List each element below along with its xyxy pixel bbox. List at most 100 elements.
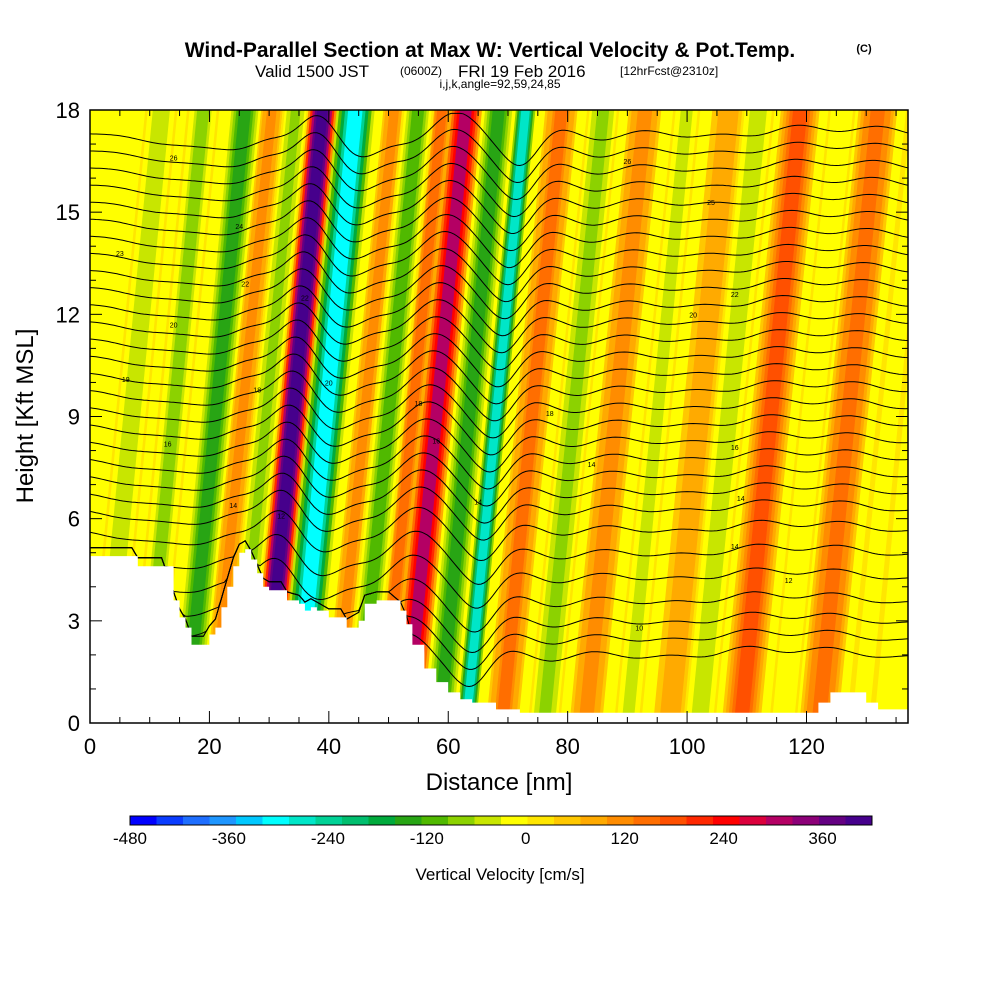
y-axis-label: Height [Kft MSL] xyxy=(12,329,39,504)
colorbar-swatch xyxy=(236,816,263,825)
colorbar-swatch xyxy=(315,816,343,825)
y-tick-label: 9 xyxy=(68,405,80,430)
isentrope-label-20: 26 xyxy=(624,159,632,166)
colorbar-swatch xyxy=(660,816,687,825)
x-axis-label: Distance [nm] xyxy=(426,769,573,796)
chart-title-tag: (C) xyxy=(856,43,872,55)
isentrope-18 xyxy=(90,299,908,354)
colorbar-tick-label: -480 xyxy=(113,829,147,848)
colorbar-swatch xyxy=(183,816,210,825)
isentrope-label-15: 18 xyxy=(546,411,554,418)
colorbar-swatch xyxy=(713,816,740,825)
w-band-1-level-3 xyxy=(849,116,908,723)
x-tick-label: 40 xyxy=(317,734,341,759)
w-band-15-level-5 xyxy=(734,110,808,723)
colorbar-swatch xyxy=(156,816,184,825)
isentrope-label-3: 22 xyxy=(241,282,249,289)
isentrope-label-17: 20 xyxy=(689,312,697,319)
isentrope-label-4: 20 xyxy=(170,323,178,330)
isentrope-label-0: 26 xyxy=(170,156,178,163)
isentrope-label-1: 24 xyxy=(235,224,243,231)
colorbar-swatch xyxy=(130,816,157,825)
isentrope-label-11: 20 xyxy=(325,380,333,387)
w-band-2-level-5 xyxy=(207,110,277,723)
isentrope-22 xyxy=(90,230,908,286)
w-band-21-level-5 xyxy=(289,110,363,723)
colorbar-swatch xyxy=(607,816,634,825)
isentrope-label-24: 12 xyxy=(785,578,793,585)
x-axis: 0 20 40 60 80 100 120 xyxy=(84,110,897,759)
y-tick-label: 3 xyxy=(68,609,80,634)
isentrope-19 xyxy=(90,282,908,337)
isentrope-label-9: 12 xyxy=(277,513,285,520)
isentrope-9 xyxy=(90,452,908,507)
colorbar-swatch xyxy=(289,816,316,825)
isentrope-8 xyxy=(90,469,908,524)
w-band-14-level-5 xyxy=(811,110,885,723)
y-tick-label: 0 xyxy=(68,711,80,736)
colorbar-frame xyxy=(129,815,873,826)
colorbar-tick-label: 240 xyxy=(709,829,737,848)
x-tick-label: 100 xyxy=(669,734,706,759)
colorbar-swatch xyxy=(633,816,661,825)
isentrope-label-12: 18 xyxy=(415,401,423,408)
terrain-mask xyxy=(90,549,908,723)
w-band-0-level-5 xyxy=(662,110,736,723)
isentrope-label-8: 14 xyxy=(229,503,237,510)
isentrope-11 xyxy=(90,418,908,473)
colorbar-swatch xyxy=(395,816,422,825)
w-band-19-level-5 xyxy=(400,110,472,723)
colorbar-swatch xyxy=(819,816,846,825)
chart-title: Wind-Parallel Section at Max W: Vertical… xyxy=(185,39,796,62)
valid-date: FRI 19 Feb 2016 xyxy=(458,62,586,81)
colorbar-swatch xyxy=(262,816,290,825)
isentrope-26 xyxy=(90,162,908,218)
colorbar-tick-label: 0 xyxy=(521,829,530,848)
colorbar-swatch xyxy=(739,816,767,825)
potential-temperature-contours xyxy=(90,112,908,688)
w-band-9-level-5 xyxy=(378,110,447,723)
isentrope-24 xyxy=(90,196,908,252)
colorbar-swatch xyxy=(421,816,449,825)
isentrope-27 xyxy=(90,145,908,201)
colorbar-swatch xyxy=(580,816,608,825)
w-band-22-level-5 xyxy=(258,110,328,723)
w-band-5-level-5 xyxy=(578,110,653,723)
isentrope-label-25: 10 xyxy=(635,626,643,633)
isentrope-23 xyxy=(90,214,908,269)
colorbar-swatch xyxy=(209,816,237,825)
w-band-10-level-5 xyxy=(496,110,568,723)
w-band-1-level-4 xyxy=(852,142,908,723)
w-band-13-level-5 xyxy=(538,110,610,723)
isentrope-12 xyxy=(90,401,908,456)
colorbar-swatch xyxy=(342,816,369,825)
isentrope-label-6: 18 xyxy=(253,387,261,394)
colorbar-tick-label: 360 xyxy=(808,829,836,848)
colorbar-swatch xyxy=(501,816,528,825)
isentrope-20 xyxy=(90,265,908,320)
contour-labels: 26 24 23 22 20 19 18 16 14 12 22 20 18 16 14 18 14 20 22 25… xyxy=(116,156,793,633)
w-band-1-level-2 xyxy=(846,110,908,723)
w-band-3-level-5 xyxy=(330,110,399,723)
isentrope-label-21: 16 xyxy=(731,445,739,452)
w-band-20-level-5 xyxy=(462,110,530,723)
colorbar-swatch xyxy=(368,816,396,825)
isentrope-28 xyxy=(90,128,908,184)
colorbar-swatch xyxy=(845,816,873,825)
isentrope-label-18: 22 xyxy=(731,292,739,299)
x-tick-label: 60 xyxy=(436,734,460,759)
grid-indices: i,j,k,angle=92,59,24,85 xyxy=(439,77,560,91)
isentrope-label-2: 23 xyxy=(116,251,124,258)
colorbar-swatch xyxy=(527,816,555,825)
w-band-17-level-5 xyxy=(179,110,251,723)
isentrope-14 xyxy=(90,367,908,422)
w-band-6-level-5 xyxy=(621,110,693,723)
colorbar-swatch xyxy=(686,816,714,825)
isentrope-13 xyxy=(90,384,908,439)
colorbar-label: Vertical Velocity [cm/s] xyxy=(415,865,584,884)
isentrope-6 xyxy=(90,506,908,562)
isentrope-5 xyxy=(90,530,908,585)
x-tick-label: 20 xyxy=(197,734,221,759)
isentrope-10 xyxy=(90,435,908,490)
valid-time-utc: (0600Z) xyxy=(400,64,442,78)
